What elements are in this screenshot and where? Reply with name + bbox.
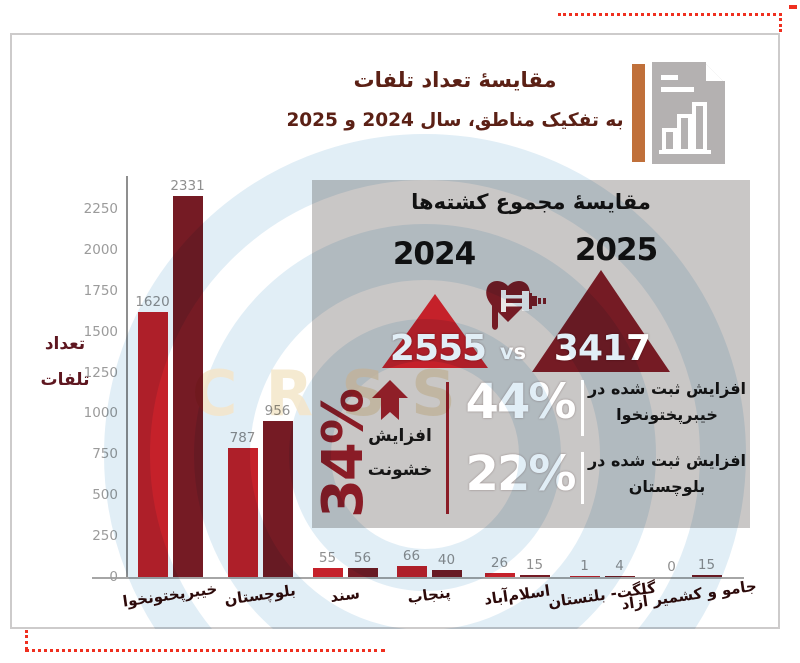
y-axis-title-line1: تعداد bbox=[44, 334, 86, 354]
total-2024-value: 2555 bbox=[389, 328, 487, 369]
y-tick-label: 2250 bbox=[83, 200, 118, 217]
row1-divider bbox=[581, 380, 584, 436]
corner-red-mark bbox=[789, 5, 797, 9]
document-bar-chart-icon bbox=[632, 62, 725, 164]
bar-value-label: 15 bbox=[697, 557, 716, 573]
bar-2025-6 bbox=[691, 575, 722, 577]
y-tick-label: 0 bbox=[109, 569, 118, 585]
dotted-guide-top-vertical bbox=[779, 13, 782, 32]
increase-caption-line2: خشونت bbox=[367, 460, 433, 480]
kp-label-line2: خیبرپختونخوا bbox=[616, 405, 718, 424]
y-tick-label: 2000 bbox=[83, 241, 118, 258]
bar-value-label: 40 bbox=[437, 552, 456, 568]
bar-value-label: 15 bbox=[525, 557, 544, 573]
balochistan-increase-percent: 22% bbox=[465, 446, 577, 502]
y-tick-label: 500 bbox=[92, 487, 118, 504]
y-axis-title: تعداد تلفات bbox=[26, 326, 104, 398]
y-axis-title-line2: تلفات bbox=[40, 370, 90, 390]
bar-2025-0 bbox=[172, 196, 203, 577]
bar-value-label: 4 bbox=[615, 558, 624, 574]
balochistan-label-line1: افزایش ثبت شده در bbox=[587, 451, 747, 470]
year-2024-heading: 2024 bbox=[392, 236, 476, 272]
bar-value-label: 56 bbox=[353, 550, 372, 566]
dotted-guide-top-horizontal bbox=[558, 13, 782, 16]
bar-2025-1 bbox=[262, 421, 293, 577]
bar-value-label: 2331 bbox=[170, 178, 205, 194]
overall-increase-percent: 34% bbox=[311, 389, 376, 519]
y-axis-line bbox=[126, 176, 128, 578]
y-tick-label: 250 bbox=[92, 528, 118, 545]
bar-2025-2 bbox=[347, 568, 378, 577]
increase-caption-line1: افزایش bbox=[368, 426, 432, 446]
bar-2024-1 bbox=[227, 448, 258, 577]
up-arrow-icon bbox=[372, 380, 408, 420]
y-tick-label: 1750 bbox=[83, 282, 118, 299]
dotted-guide-bottom-horizontal bbox=[25, 649, 385, 652]
balochistan-increase-label: افزایش ثبت شده در بلوچستان bbox=[587, 448, 747, 500]
bar-2025-3 bbox=[431, 570, 462, 577]
total-2025-value: 3417 bbox=[553, 328, 651, 369]
summary-panel-title: مقایسهٔ مجموع کشته‌ها bbox=[411, 190, 651, 214]
balochistan-label-line2: بلوچستان bbox=[628, 477, 706, 496]
vertical-divider bbox=[446, 382, 449, 514]
page-subtitle: به تفکیک مناطق، سال 2024 و 2025 bbox=[286, 110, 624, 131]
summary-panel: مقایسهٔ مجموع کشته‌ها 2024 2025 2555 vs … bbox=[311, 180, 750, 528]
dotted-guide-bottom-vertical bbox=[25, 630, 28, 650]
y-tick-label: 1000 bbox=[83, 405, 118, 422]
kp-increase-percent: 44% bbox=[465, 374, 577, 430]
bar-2025-4 bbox=[519, 575, 550, 577]
row2-divider bbox=[581, 452, 584, 504]
kp-increase-label: افزایش ثبت شده در خیبرپختونخوا bbox=[587, 376, 747, 428]
bar-2024-0 bbox=[137, 312, 168, 577]
year-2025-heading: 2025 bbox=[574, 232, 658, 268]
page-title: مقایسهٔ تعداد تلفات bbox=[353, 68, 557, 92]
kp-label-line1: افزایش ثبت شده در bbox=[587, 379, 747, 398]
bar-value-label: 956 bbox=[264, 403, 291, 419]
bar-2025-5 bbox=[604, 576, 635, 577]
y-tick-label: 750 bbox=[92, 446, 118, 463]
vs-label: vs bbox=[499, 340, 527, 364]
